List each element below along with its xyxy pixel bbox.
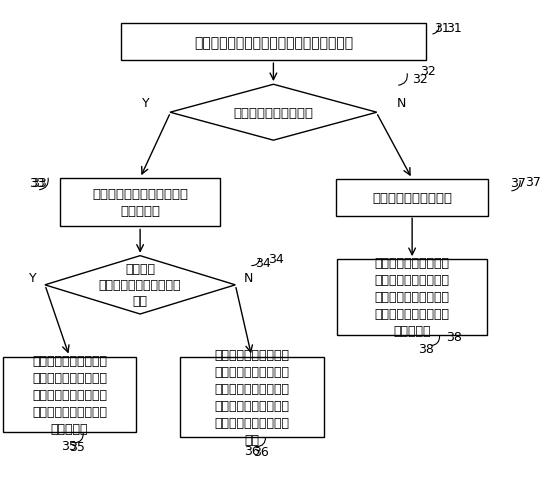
Text: 当前室内
温差满足预设室内温差条
件？: 当前室内 温差满足预设室内温差条 件？: [99, 263, 182, 308]
Text: 33: 33: [29, 177, 45, 190]
Text: 31: 31: [434, 21, 450, 35]
Text: 35: 35: [69, 440, 85, 453]
Text: 变频空调器运行时，获取当前室外环境温度: 变频空调器运行时，获取当前室外环境温度: [194, 36, 353, 50]
Text: 33: 33: [31, 177, 47, 190]
Polygon shape: [45, 256, 235, 314]
Text: N: N: [245, 271, 254, 285]
Text: 34: 34: [255, 257, 270, 270]
Text: N: N: [397, 97, 406, 110]
Text: 根据当前功率模块与第
一温度阈值、第二温度
阈值、第三温度阈值和
第四温度阈值的关系，
控制两个电子膨胀阀的
开度: 根据当前功率模块与第 一温度阈值、第二温度 阈值、第三温度阈值和 第四温度阈值的…: [214, 348, 289, 446]
Text: 38: 38: [418, 342, 434, 355]
Text: 获取当前功率模块温度: 获取当前功率模块温度: [372, 191, 452, 204]
Text: 32: 32: [420, 65, 436, 78]
Text: Y: Y: [142, 97, 149, 110]
Text: 35: 35: [61, 439, 77, 452]
Text: Y: Y: [29, 271, 37, 285]
Text: 满足预设外环温条件？: 满足预设外环温条件？: [234, 106, 313, 120]
FancyBboxPatch shape: [3, 357, 136, 432]
Text: 36: 36: [244, 444, 259, 457]
FancyBboxPatch shape: [336, 180, 488, 216]
Text: 获取当前功率模块温度、当
前室内温差: 获取当前功率模块温度、当 前室内温差: [92, 188, 188, 218]
Text: 37: 37: [525, 176, 541, 189]
Text: 32: 32: [412, 73, 428, 85]
FancyBboxPatch shape: [121, 24, 426, 61]
Text: 根据当前功率模块与第
一温度阈值、第二温度
阈值和第三温度阈值的
关系，控制两个电子膨
胀阀的开度: 根据当前功率模块与第 一温度阈值、第二温度 阈值和第三温度阈值的 关系，控制两个…: [32, 354, 107, 435]
Text: 34: 34: [268, 252, 284, 265]
FancyBboxPatch shape: [60, 179, 220, 227]
Text: 37: 37: [510, 177, 526, 190]
FancyBboxPatch shape: [337, 260, 487, 335]
Polygon shape: [170, 85, 377, 141]
Text: 36: 36: [253, 445, 269, 458]
Text: 31: 31: [446, 21, 462, 35]
FancyBboxPatch shape: [179, 357, 324, 437]
Text: 38: 38: [446, 331, 462, 344]
Text: 根据当前功率模块与第
一温度阈值、第二温度
阈值和第五温度阈值的
关系，控制两个电子膨
胀阀的开度: 根据当前功率模块与第 一温度阈值、第二温度 阈值和第五温度阈值的 关系，控制两个…: [375, 257, 450, 338]
